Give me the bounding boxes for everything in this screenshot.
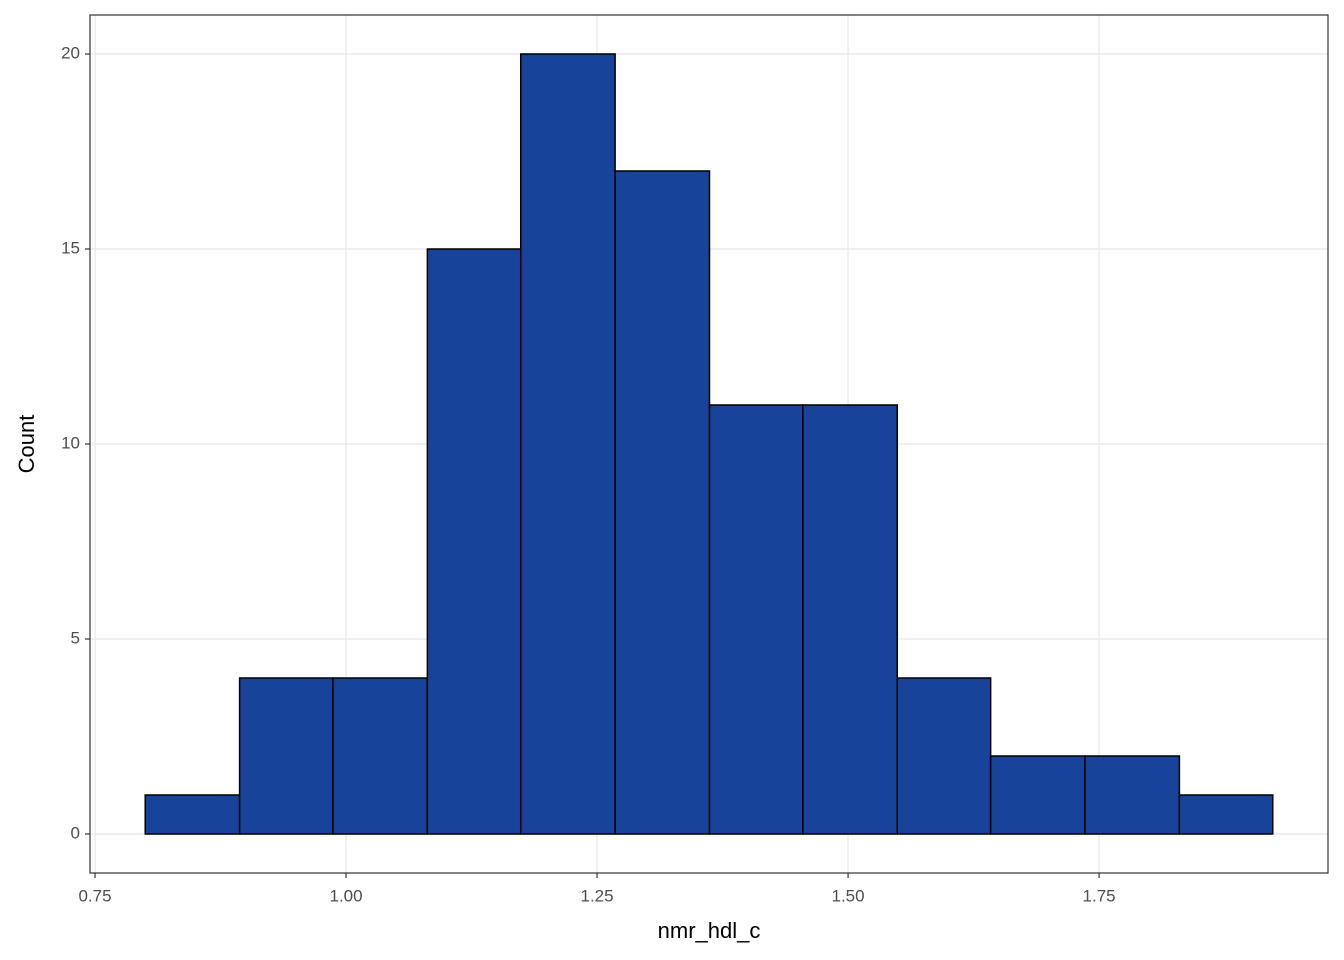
bar — [144, 794, 241, 835]
bar — [519, 53, 616, 835]
x-tick-label: 1.50 — [832, 886, 865, 905]
bar — [614, 170, 711, 835]
x-tick-label: 0.75 — [78, 886, 111, 905]
bar — [708, 404, 804, 835]
y-tick-label: 15 — [61, 238, 80, 257]
bar — [238, 677, 334, 835]
bar — [332, 677, 429, 835]
bar — [426, 248, 522, 835]
y-tick-label: 5 — [71, 628, 80, 647]
bar — [896, 677, 992, 835]
panel-border — [89, 14, 1329, 874]
y-tick-label: 0 — [71, 823, 80, 842]
bar — [1178, 794, 1274, 835]
x-axis-title: nmr_hdl_c — [658, 918, 761, 943]
y-tick-label: 10 — [61, 433, 80, 452]
x-tick-label: 1.25 — [581, 886, 614, 905]
y-tick-label: 20 — [61, 43, 80, 62]
bar — [989, 755, 1086, 835]
x-tick-label: 1.75 — [1083, 886, 1116, 905]
bar — [1084, 755, 1181, 835]
y-axis-title: Count — [14, 415, 39, 474]
bar — [802, 404, 899, 835]
x-tick-label: 1.00 — [329, 886, 362, 905]
